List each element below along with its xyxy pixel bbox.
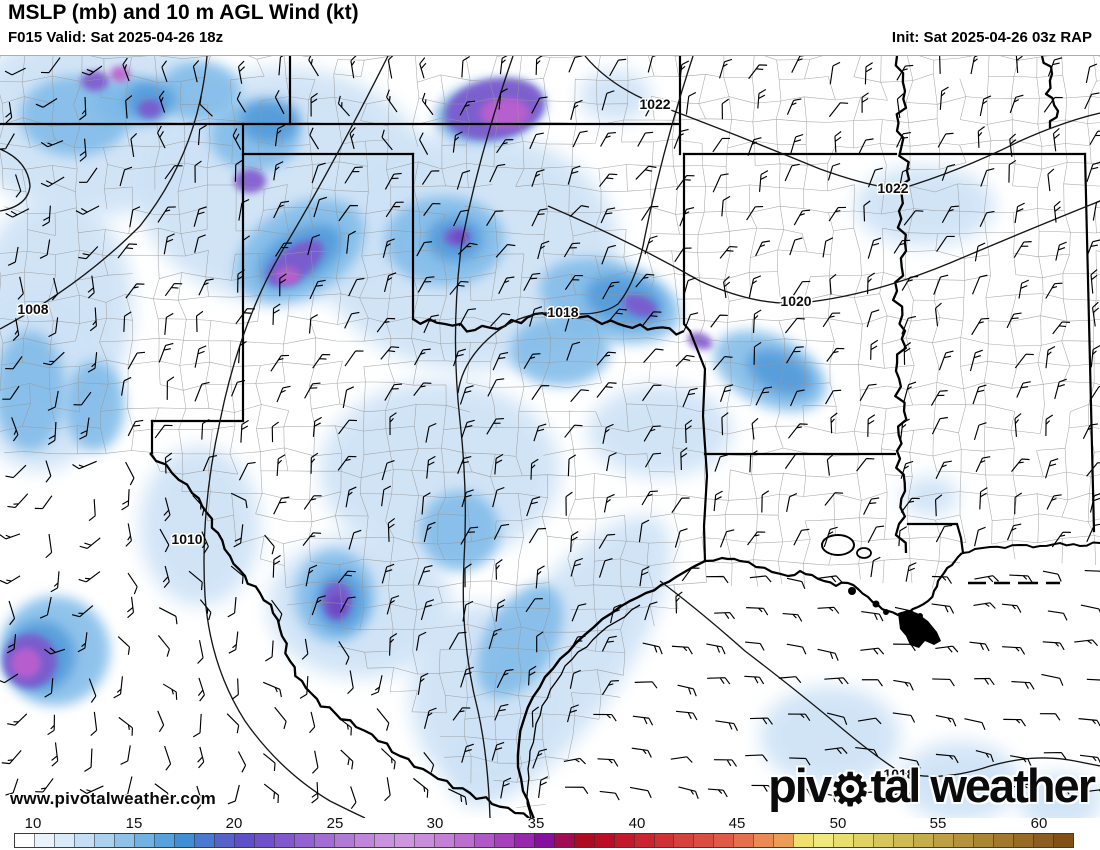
wind-barbs <box>0 50 1100 810</box>
colorbar-tick-label: 35 <box>527 815 545 832</box>
pivotal-weather-logo: piv⚙tal weather <box>768 758 1096 815</box>
colorbar-cell <box>433 834 454 847</box>
logo-text-post: tal weather <box>870 759 1096 812</box>
colorbar-cell <box>33 834 54 847</box>
map-canvas: 1008 1010 1018 1020 1022 1022 1018 www.pivotal… <box>0 26 1100 829</box>
colorbar-cell <box>153 834 174 847</box>
colorbar-cell <box>53 834 74 847</box>
colorbar-cell <box>853 834 874 847</box>
colorbar-cell <box>393 834 414 847</box>
colorbar-cell <box>673 834 694 847</box>
colorbar-cell <box>353 834 374 847</box>
colorbar-tick-label: 45 <box>728 815 746 832</box>
map-header: MSLP (mb) and 10 m AGL Wind (kt) F015 Va… <box>0 0 1100 56</box>
isobar-label: 1022 <box>639 96 670 112</box>
colorbar-tick-label: 40 <box>628 815 646 832</box>
colorbar-cell <box>713 834 734 847</box>
colorbar-cell <box>733 834 754 847</box>
colorbar-cell <box>513 834 534 847</box>
colorbar-cell <box>113 834 134 847</box>
colorbar-cell <box>333 834 354 847</box>
isobar-label: 1008 <box>17 301 48 317</box>
colorbar-cell <box>973 834 994 847</box>
colorbar-cell <box>593 834 614 847</box>
colorbar-cell <box>453 834 474 847</box>
colorbar-cell <box>273 834 294 847</box>
isobar-label: 1018 <box>547 304 578 320</box>
colorbar-cell <box>813 834 834 847</box>
watermark: www.pivotalweather.com <box>10 789 216 808</box>
colorbar-cell <box>753 834 774 847</box>
colorbar-tick-label: 25 <box>326 815 344 832</box>
colorbar-cell <box>613 834 634 847</box>
colorbar-tick-label: 10 <box>24 815 42 832</box>
rivers-and-coastline <box>149 55 1100 820</box>
colorbar-tick-labels: 10 15 20 25 30 35 40 45 50 55 60 <box>0 815 1100 832</box>
colorbar-cell <box>413 834 434 847</box>
colorbar-cell <box>873 834 894 847</box>
colorbar-cell <box>313 834 334 847</box>
colorbar-cell <box>213 834 234 847</box>
colorbar-tick-label: 15 <box>125 815 143 832</box>
colorbar-cell <box>533 834 554 847</box>
logo-text-pre: piv <box>768 759 832 812</box>
colorbar-cell <box>833 834 854 847</box>
colorbar-cell <box>73 834 94 847</box>
colorbar-cell <box>553 834 574 847</box>
colorbar-cell <box>173 834 194 847</box>
colorbar-cell <box>133 834 154 847</box>
colorbar-cell <box>493 834 514 847</box>
colorbar-cell <box>253 834 274 847</box>
colorbar-cell <box>193 834 214 847</box>
colorbar-cell <box>1013 834 1034 847</box>
colorbar-cell <box>573 834 594 847</box>
colorbar-cell <box>15 834 34 847</box>
wind-speed-colorbar <box>14 833 1074 848</box>
colorbar-tick-label: 50 <box>829 815 847 832</box>
colorbar-tick-label: 55 <box>929 815 947 832</box>
colorbar-cell <box>653 834 674 847</box>
colorbar-tick-label: 20 <box>225 815 243 832</box>
colorbar-cell <box>953 834 974 847</box>
colorbar-tick-label: 30 <box>426 815 444 832</box>
wind-speed-shading <box>0 26 1100 829</box>
colorbar-cell <box>893 834 914 847</box>
colorbar-cell <box>293 834 314 847</box>
init-time-label: Init: Sat 2025-04-26 03z RAP <box>891 29 1092 46</box>
colorbar-cell <box>693 834 714 847</box>
gear-icon: ⚙ <box>830 764 871 815</box>
colorbar-cell <box>1033 834 1054 847</box>
isobar-label: 1020 <box>780 293 811 309</box>
isobar-label: 1022 <box>877 180 908 196</box>
colorbar-cell <box>373 834 394 847</box>
colorbar-tick-label: 60 <box>1030 815 1048 832</box>
colorbar-cell <box>993 834 1014 847</box>
isobar-labels: 1008 1010 1018 1020 1022 1022 1018 <box>16 95 916 784</box>
colorbar-cell <box>773 834 794 847</box>
valid-time-label: F015 Valid: Sat 2025-04-26 18z <box>8 29 224 46</box>
colorbar-cell <box>933 834 954 847</box>
colorbar-cell <box>1053 834 1074 847</box>
page-title: MSLP (mb) and 10 m AGL Wind (kt) <box>8 1 359 24</box>
isobars <box>0 55 1100 819</box>
colorbar-cell <box>93 834 114 847</box>
isobar-label: 1018 <box>883 766 914 782</box>
colorbar-cell <box>913 834 934 847</box>
isobar-label: 1010 <box>171 531 202 547</box>
colorbar-cell <box>793 834 814 847</box>
colorbar-cell <box>233 834 254 847</box>
colorbar-cell <box>473 834 494 847</box>
colorbar-cell <box>633 834 654 847</box>
